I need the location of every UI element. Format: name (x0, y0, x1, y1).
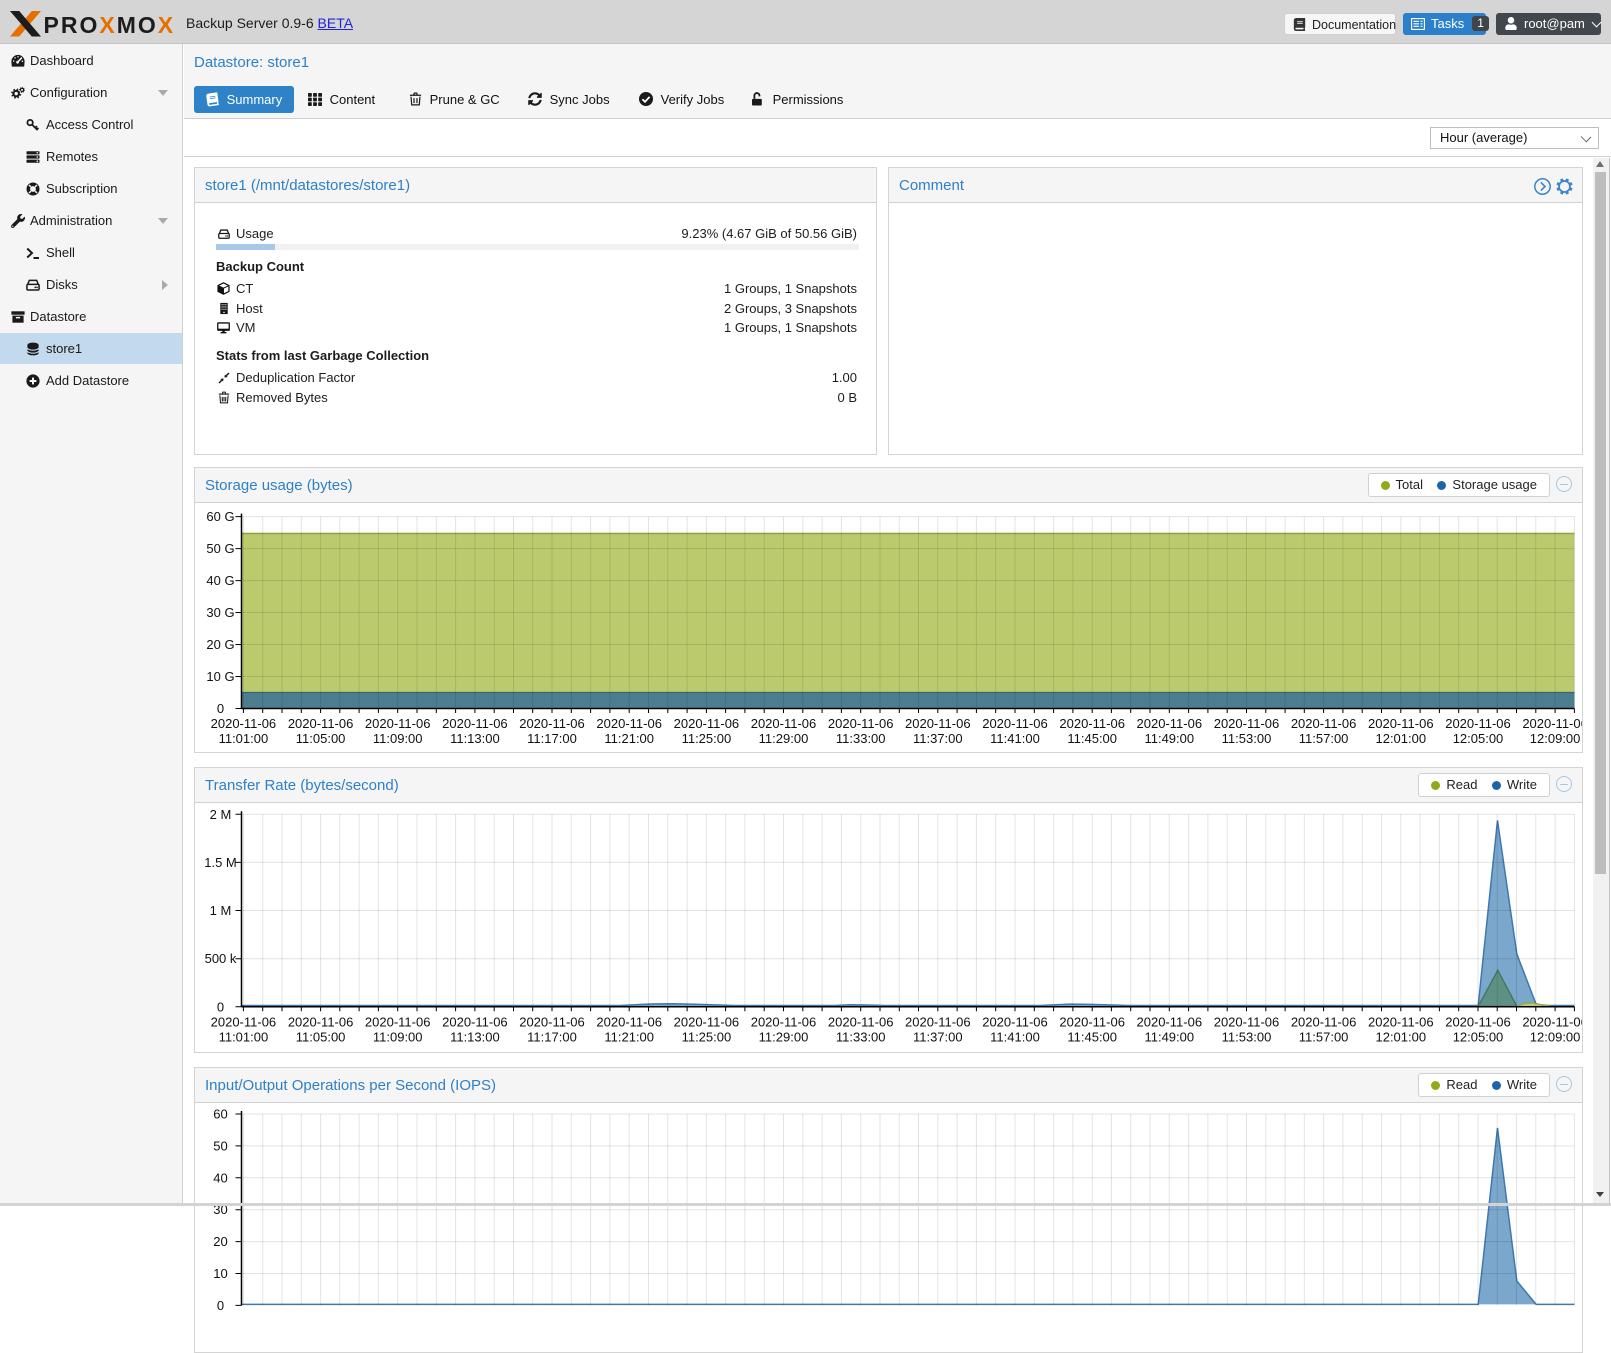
svg-text:2020-11-06: 2020-11-06 (982, 1014, 1048, 1029)
svg-text:2020-11-06: 2020-11-06 (1522, 716, 1582, 731)
svg-text:2 M: 2 M (210, 807, 232, 822)
svg-text:50 G: 50 G (206, 541, 234, 556)
svg-text:2020-11-06: 2020-11-06 (1368, 1014, 1434, 1029)
svg-text:500 k: 500 k (205, 951, 237, 966)
svg-text:12:05:00: 12:05:00 (1453, 731, 1504, 746)
svg-text:11:29:00: 11:29:00 (759, 731, 809, 746)
svg-text:11:53:00: 11:53:00 (1222, 731, 1272, 746)
svg-text:1 M: 1 M (210, 903, 232, 918)
svg-text:11:49:00: 11:49:00 (1144, 731, 1194, 746)
svg-text:11:37:00: 11:37:00 (913, 731, 963, 746)
svg-text:2020-11-06: 2020-11-06 (1522, 1014, 1582, 1029)
svg-text:11:17:00: 11:17:00 (527, 1029, 577, 1044)
svg-text:2020-11-06: 2020-11-06 (905, 716, 971, 731)
svg-text:30 G: 30 G (206, 605, 234, 620)
svg-text:20: 20 (213, 1234, 227, 1249)
svg-text:2020-11-06: 2020-11-06 (519, 716, 585, 731)
svg-text:2020-11-06: 2020-11-06 (365, 716, 431, 731)
svg-text:12:09:00: 12:09:00 (1530, 1029, 1581, 1044)
svg-text:40: 40 (213, 1170, 227, 1185)
svg-text:11:01:00: 11:01:00 (219, 731, 269, 746)
svg-text:2020-11-06: 2020-11-06 (596, 1014, 662, 1029)
svg-text:60 G: 60 G (206, 509, 234, 524)
svg-text:11:01:00: 11:01:00 (219, 1029, 269, 1044)
svg-text:10 G: 10 G (206, 669, 234, 684)
svg-text:2020-11-06: 2020-11-06 (1214, 1014, 1280, 1029)
svg-text:2020-11-06: 2020-11-06 (1137, 1014, 1203, 1029)
svg-text:11:45:00: 11:45:00 (1067, 1029, 1117, 1044)
svg-text:2020-11-06: 2020-11-06 (1368, 716, 1434, 731)
svg-text:12:05:00: 12:05:00 (1453, 1029, 1504, 1044)
svg-text:2020-11-06: 2020-11-06 (1291, 716, 1357, 731)
svg-text:11:05:00: 11:05:00 (296, 1029, 346, 1044)
svg-text:2020-11-06: 2020-11-06 (674, 1014, 740, 1029)
svg-text:11:25:00: 11:25:00 (682, 731, 732, 746)
svg-text:2020-11-06: 2020-11-06 (905, 1014, 971, 1029)
svg-text:2020-11-06: 2020-11-06 (1059, 716, 1125, 731)
svg-text:11:45:00: 11:45:00 (1067, 731, 1117, 746)
svg-text:2020-11-06: 2020-11-06 (982, 716, 1048, 731)
svg-text:0: 0 (217, 1298, 224, 1313)
svg-text:10: 10 (213, 1266, 227, 1281)
svg-text:11:33:00: 11:33:00 (836, 731, 886, 746)
svg-text:11:21:00: 11:21:00 (604, 1029, 654, 1044)
svg-text:11:25:00: 11:25:00 (682, 1029, 732, 1044)
svg-text:0: 0 (217, 999, 224, 1014)
svg-text:2020-11-06: 2020-11-06 (442, 1014, 508, 1029)
svg-text:2020-11-06: 2020-11-06 (1445, 716, 1511, 731)
svg-text:2020-11-06: 2020-11-06 (288, 716, 354, 731)
svg-text:2020-11-06: 2020-11-06 (674, 716, 740, 731)
svg-text:2020-11-06: 2020-11-06 (1214, 716, 1280, 731)
svg-text:2020-11-06: 2020-11-06 (365, 1014, 431, 1029)
svg-text:11:33:00: 11:33:00 (836, 1029, 886, 1044)
svg-text:2020-11-06: 2020-11-06 (596, 716, 662, 731)
svg-text:11:57:00: 11:57:00 (1299, 1029, 1349, 1044)
svg-text:11:13:00: 11:13:00 (450, 1029, 500, 1044)
svg-text:2020-11-06: 2020-11-06 (828, 1014, 894, 1029)
svg-text:PROXMOX: PROXMOX (44, 12, 176, 38)
svg-text:2020-11-06: 2020-11-06 (751, 1014, 817, 1029)
svg-text:2020-11-06: 2020-11-06 (1291, 1014, 1357, 1029)
svg-text:11:09:00: 11:09:00 (373, 1029, 423, 1044)
svg-text:2020-11-06: 2020-11-06 (1445, 1014, 1511, 1029)
svg-text:11:21:00: 11:21:00 (604, 731, 654, 746)
svg-text:0: 0 (217, 701, 224, 716)
svg-text:11:13:00: 11:13:00 (450, 731, 500, 746)
svg-text:2020-11-06: 2020-11-06 (519, 1014, 585, 1029)
svg-text:2020-11-06: 2020-11-06 (828, 716, 894, 731)
svg-text:11:17:00: 11:17:00 (527, 731, 577, 746)
svg-text:11:09:00: 11:09:00 (373, 731, 423, 746)
svg-text:2020-11-06: 2020-11-06 (211, 1014, 277, 1029)
svg-text:60: 60 (213, 1107, 227, 1122)
svg-text:11:37:00: 11:37:00 (913, 1029, 963, 1044)
svg-text:2020-11-06: 2020-11-06 (1137, 716, 1203, 731)
svg-text:2020-11-06: 2020-11-06 (288, 1014, 354, 1029)
svg-text:50: 50 (213, 1138, 227, 1153)
svg-text:11:29:00: 11:29:00 (759, 1029, 809, 1044)
svg-text:2020-11-06: 2020-11-06 (211, 716, 277, 731)
svg-text:2020-11-06: 2020-11-06 (1059, 1014, 1125, 1029)
svg-text:11:05:00: 11:05:00 (296, 731, 346, 746)
svg-text:40 G: 40 G (206, 573, 234, 588)
svg-text:12:01:00: 12:01:00 (1375, 731, 1426, 746)
svg-text:20 G: 20 G (206, 637, 234, 652)
svg-text:11:53:00: 11:53:00 (1222, 1029, 1272, 1044)
svg-text:12:01:00: 12:01:00 (1375, 1029, 1426, 1044)
svg-text:11:41:00: 11:41:00 (990, 731, 1040, 746)
svg-text:11:49:00: 11:49:00 (1144, 1029, 1194, 1044)
svg-text:1.5 M: 1.5 M (204, 855, 237, 870)
svg-text:11:57:00: 11:57:00 (1299, 731, 1349, 746)
svg-text:11:41:00: 11:41:00 (990, 1029, 1040, 1044)
svg-text:12:09:00: 12:09:00 (1530, 731, 1581, 746)
svg-text:2020-11-06: 2020-11-06 (751, 716, 817, 731)
svg-text:2020-11-06: 2020-11-06 (442, 716, 508, 731)
